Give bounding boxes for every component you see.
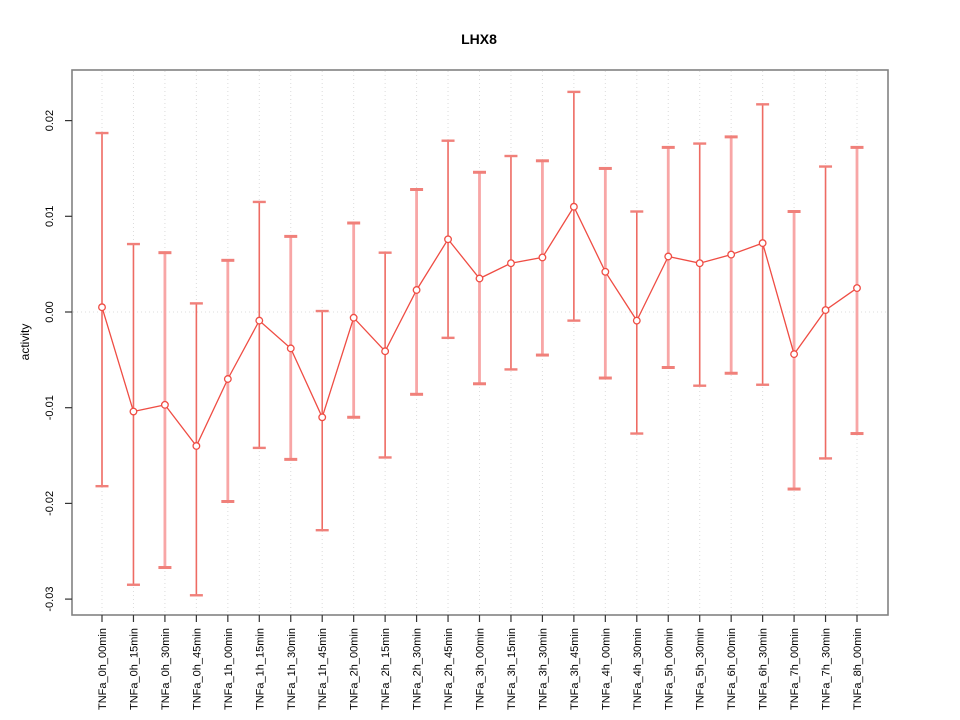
- data-point: [695, 259, 704, 268]
- plot-area: 0.02 0.01 0.00 -0.01 -0.02 -0.03 TNFa_0h_00min…: [44, 69, 889, 710]
- x-tick-label: TNFa_5h_00min: [663, 628, 675, 710]
- x-tick-label: TNFa_4h_00min: [600, 628, 612, 710]
- data-point: [412, 286, 421, 294]
- data-point: [318, 413, 327, 422]
- data-point: [538, 253, 547, 262]
- x-tick-label: TNFa_2h_45min: [443, 628, 455, 710]
- x-tick-label: TNFa_1h_45min: [317, 628, 329, 710]
- x-tick-label: TNFa_1h_15min: [254, 628, 266, 710]
- x-tick-label: TNFa_2h_30min: [412, 628, 424, 710]
- data-point: [475, 274, 484, 283]
- data-point: [790, 350, 799, 359]
- data-point: [632, 316, 641, 325]
- data-point: [758, 239, 767, 248]
- x-tick-label: TNFa_0h_00min: [97, 628, 109, 710]
- x-tick-label: TNFa_3h_00min: [475, 628, 487, 710]
- x-tick-label: TNFa_0h_30min: [160, 628, 172, 710]
- chart-title: LHX8: [461, 31, 497, 47]
- y-tick-label: -0.02: [44, 491, 56, 516]
- x-tick-label: TNFa_1h_00min: [223, 628, 235, 710]
- data-point: [98, 303, 106, 312]
- x-tick-label: TNFa_7h_30min: [821, 628, 833, 710]
- y-tick-label: 0.00: [44, 301, 56, 322]
- x-tick-label: TNFa_1h_30min: [286, 628, 298, 710]
- x-tick-label: TNFa_3h_45min: [569, 628, 581, 710]
- y-tick-label: -0.01: [44, 395, 56, 420]
- data-point: [381, 347, 390, 356]
- x-tick-label: TNFa_8h_00min: [852, 628, 864, 710]
- data-point: [223, 375, 232, 383]
- y-tick-label: 0.02: [44, 110, 56, 131]
- x-tick-label: TNFa_6h_30min: [758, 628, 770, 710]
- data-point: [255, 316, 264, 325]
- data-point: [286, 344, 295, 353]
- data-point: [821, 306, 830, 315]
- data-point: [727, 250, 736, 259]
- data-point: [129, 407, 138, 416]
- data-point: [160, 400, 169, 409]
- x-tick-label: TNFa_0h_45min: [191, 628, 203, 710]
- x-tick-label: TNFa_6h_00min: [726, 628, 738, 710]
- data-point: [507, 259, 515, 268]
- y-axis-title: activity: [18, 324, 32, 361]
- y-tick-label: 0.01: [44, 206, 56, 227]
- x-tick-label: TNFa_2h_15min: [380, 628, 392, 710]
- data-point: [853, 284, 861, 293]
- data-point: [569, 202, 578, 211]
- data-point: [444, 235, 452, 244]
- x-tick-label: TNFa_0h_15min: [128, 628, 140, 710]
- data-point: [601, 267, 610, 276]
- x-tick-label: TNFa_7h_00min: [789, 628, 801, 710]
- x-tick-label: TNFa_4h_30min: [632, 628, 644, 710]
- x-tick-label: TNFa_5h_30min: [695, 628, 707, 710]
- data-point: [349, 313, 358, 322]
- x-tick-label: TNFa_2h_00min: [349, 628, 361, 710]
- y-tick-label: -0.03: [44, 587, 56, 612]
- x-tick-label: TNFa_3h_15min: [506, 628, 518, 710]
- data-point: [192, 442, 201, 450]
- x-tick-label: TNFa_3h_30min: [537, 628, 549, 710]
- data-point: [664, 252, 673, 261]
